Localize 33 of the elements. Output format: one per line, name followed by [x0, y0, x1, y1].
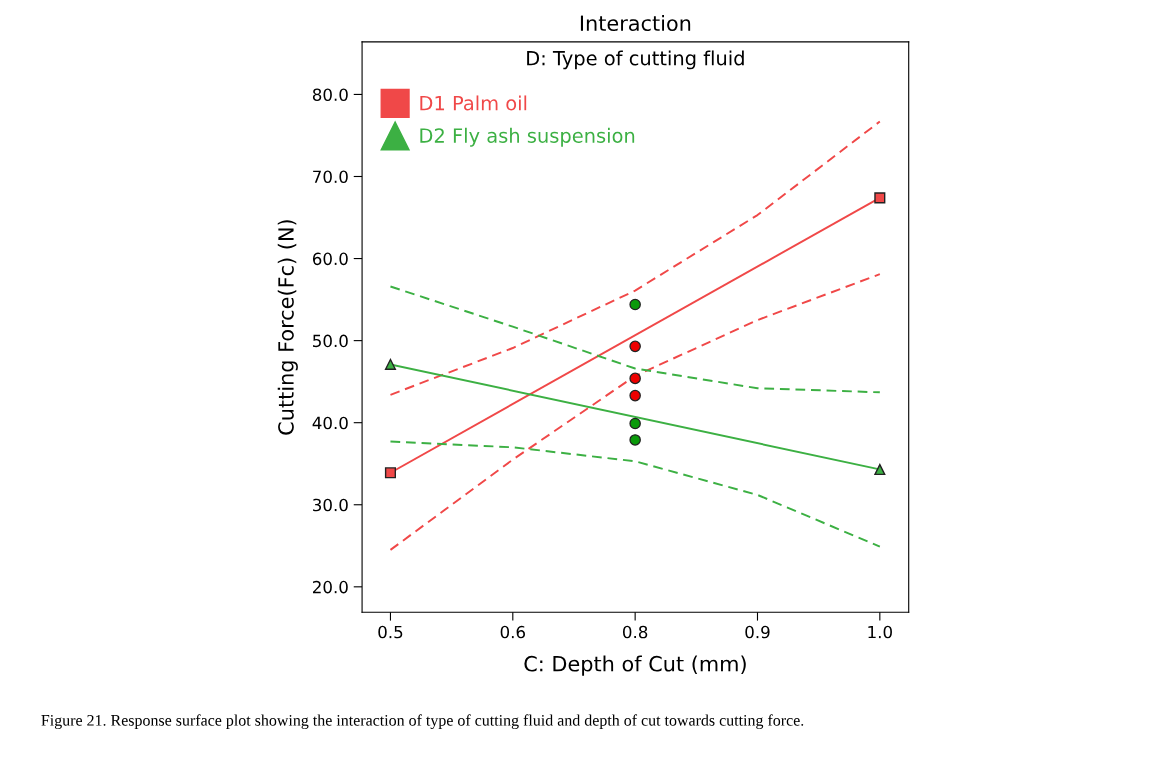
- line-series: [389, 273, 881, 551]
- y-tick-label: 30.0: [313, 498, 348, 512]
- y-tick-label: 40.0: [312, 416, 348, 430]
- line-series: [389, 285, 881, 394]
- y-tick-label: 60.0: [312, 252, 348, 266]
- chart-title: Interaction: [580, 14, 691, 32]
- point: [874, 192, 886, 204]
- x-tick-label: 0.8: [622, 625, 648, 639]
- point: [384, 358, 397, 370]
- line-series: [389, 120, 881, 396]
- y-axis-title: Cutting Force(Fc) (N): [277, 220, 298, 435]
- caption: Figure 21. Response surface plot showing the interaction of type of cutting fluid and depth of cut towards cutting force.: [41, 714, 804, 730]
- point: [874, 463, 886, 476]
- legend-label: D1 Palm oil: [420, 95, 527, 111]
- point: [629, 434, 641, 446]
- y-tick-label: 80.0: [312, 88, 348, 101]
- point: [629, 389, 641, 402]
- point: [629, 340, 641, 353]
- x-tick-label: 0.9: [745, 625, 770, 639]
- y-tick-label: 20.0: [313, 580, 348, 594]
- point: [629, 372, 641, 385]
- y-tick-label: 70.0: [313, 170, 348, 184]
- point: [629, 298, 641, 311]
- legend-label: D2 Fly ash suspension: [420, 127, 635, 147]
- x-tick-label: 1.0: [868, 625, 892, 639]
- y-tick-label: 50.0: [313, 334, 348, 348]
- point: [384, 467, 397, 479]
- point: [629, 417, 641, 430]
- x-tick-label: 0.5: [378, 625, 403, 639]
- x-axis-title: C: Depth of Cut (mm): [524, 655, 746, 676]
- line-series: [389, 440, 881, 548]
- x-tick-label: 0.6: [500, 625, 526, 639]
- chart-subtitle: D: Type of cutting fluid: [527, 50, 744, 70]
